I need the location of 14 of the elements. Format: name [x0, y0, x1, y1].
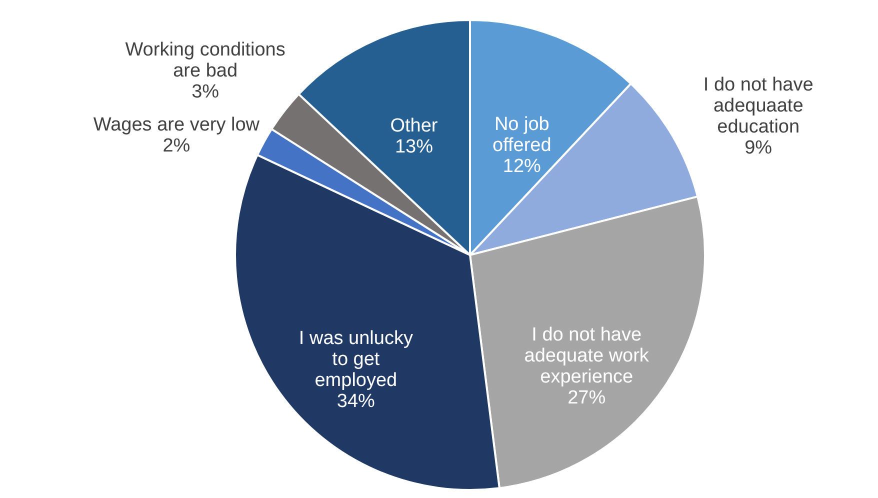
slice-label: I do not have adequaate education	[703, 74, 814, 138]
slice-label: Working conditions are bad	[125, 40, 286, 82]
slice-label: No job offered	[492, 114, 552, 156]
slice-label: I do not have adequate work experience	[524, 324, 650, 388]
data-label: 27%	[568, 387, 606, 408]
slice-label: Wages are very low	[93, 114, 260, 136]
data-label: 2%	[162, 136, 190, 157]
data-label: 34%	[336, 390, 376, 412]
slice-label: Other	[390, 116, 438, 137]
data-label: 9%	[744, 137, 772, 158]
data-label: 3%	[192, 82, 220, 103]
data-label: 13%	[394, 136, 434, 158]
slice-label: I was unlucky to get employed	[298, 328, 414, 391]
data-label: 12%	[502, 156, 542, 177]
